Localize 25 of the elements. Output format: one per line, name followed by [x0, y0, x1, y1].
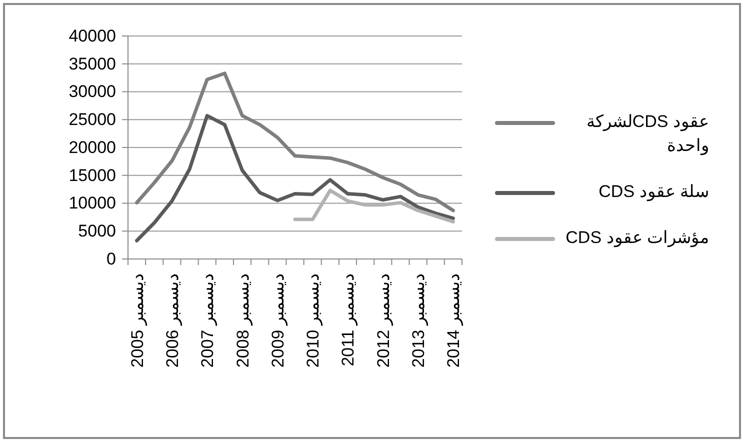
y-tick-label: 5000: [78, 222, 116, 241]
y-tick-label: 40000: [68, 26, 116, 46]
y-tick-label: 20000: [68, 138, 116, 157]
y-tick-label: 10000: [68, 194, 116, 213]
legend-label: عقود CDSلشركة واحدة: [585, 111, 709, 158]
x-tick-label: ديسمبر 2010: [304, 273, 324, 368]
x-tick-label: ديسمبر 2011: [338, 273, 359, 366]
line-series: [293, 188, 455, 224]
x-tick-label: ديسمبر 2014: [444, 273, 464, 368]
line-series: [135, 72, 455, 212]
y-tick-label: 35000: [68, 54, 116, 74]
x-tick-label: ديسمبر 2012: [374, 273, 394, 368]
line-series: [135, 114, 455, 242]
y-tick-label: 15000: [68, 166, 116, 185]
y-tick-label: 30000: [68, 82, 116, 102]
x-tick-label: ديسمبر 2013: [409, 273, 430, 368]
x-tick-label: ديسمبر 2005: [128, 273, 148, 368]
x-tick-label: ديسمبر 2009: [268, 273, 288, 368]
x-tick-label: ديسمبر 2007: [198, 273, 218, 368]
y-tick-label: 0: [106, 249, 116, 268]
legend-label: مؤشرات عقود CDS: [564, 227, 709, 250]
x-tick-label: ديسمبر 2008: [233, 273, 254, 368]
text: سلة عقود CDS: [598, 181, 709, 204]
x-tick-label: ديسمبر 2006: [162, 273, 183, 368]
y-tick-label: 25000: [68, 110, 116, 130]
